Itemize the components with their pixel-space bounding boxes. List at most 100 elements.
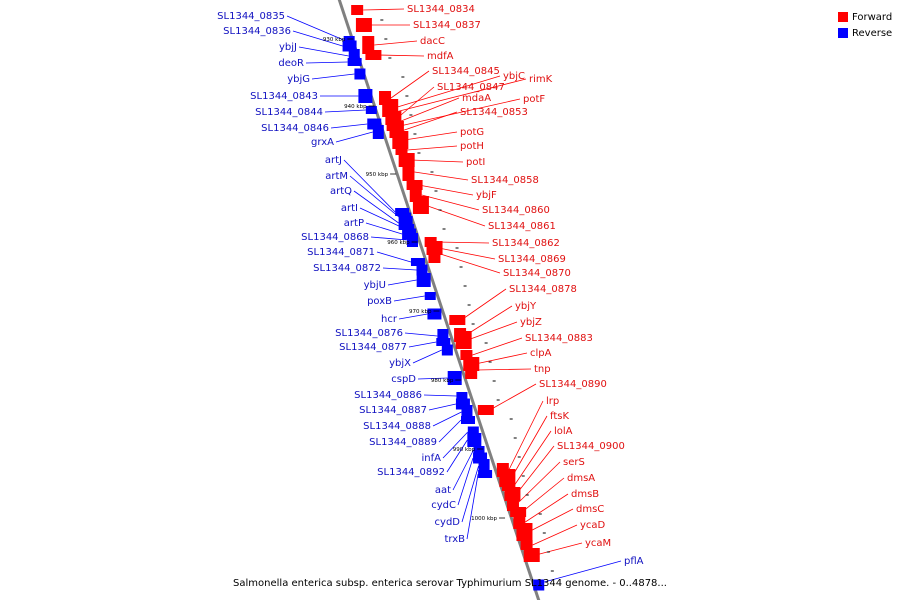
feature-arti xyxy=(403,224,415,232)
gene-label-tnp: tnp xyxy=(534,364,551,375)
leader-artj xyxy=(343,159,396,213)
legend-reverse: Reverse xyxy=(838,25,892,41)
feature-sl1344-0834 xyxy=(351,5,364,15)
leader-sl1344-0887 xyxy=(428,403,457,411)
leader-mdaa xyxy=(398,97,460,123)
gene-label-mdaa: mdaA xyxy=(462,93,491,104)
gene-label-sl1344-0869: SL1344_0869 xyxy=(498,254,566,265)
gene-label-sl1344-0900: SL1344_0900 xyxy=(557,441,625,452)
gene-label-sl1344-0861: SL1344_0861 xyxy=(488,221,556,232)
feature-sl1344-0835 xyxy=(343,36,355,44)
feature-dmsa xyxy=(510,507,527,517)
gene-label-aat: aat xyxy=(435,485,451,496)
leader-potf xyxy=(399,98,521,127)
gene-label-sl1344-0887: SL1344_0887 xyxy=(359,405,427,416)
legend-reverse-label: Reverse xyxy=(852,27,893,39)
legend-forward: Forward xyxy=(838,9,892,25)
leader-sl1344-0853 xyxy=(401,111,458,132)
gene-label-ftsk: ftsK xyxy=(550,411,569,422)
gene-label-sl1344-0878: SL1344_0878 xyxy=(509,284,577,295)
gene-label-sl1344-0892: SL1344_0892 xyxy=(377,467,445,478)
feature-sl1344-0858 xyxy=(402,163,415,181)
gene-label-sl1344-0860: SL1344_0860 xyxy=(482,205,550,216)
scale-label: 950 kbp xyxy=(366,172,389,178)
gene-label-sl1344-0853: SL1344_0853 xyxy=(460,107,528,118)
gene-label-sl1344-0888: SL1344_0888 xyxy=(363,421,431,432)
leader-artm xyxy=(349,175,401,219)
feature-sl1344-0846 xyxy=(367,118,382,130)
leader-trxb xyxy=(466,473,479,540)
gene-label-lola: lolA xyxy=(554,426,573,437)
feature-sl1344-0843 xyxy=(358,89,373,103)
gene-label-deor: deoR xyxy=(278,58,304,69)
scale-label: 1000 kbp xyxy=(471,516,497,522)
gene-label-ybjc: ybjC xyxy=(503,71,525,82)
leader-sl1344-0861 xyxy=(424,204,486,227)
leader-sl1344-0869 xyxy=(438,247,496,260)
feature-sl1344-0870 xyxy=(428,245,441,263)
gene-label-dmsa: dmsA xyxy=(567,473,595,484)
feature-ybjz xyxy=(455,331,472,349)
feature-dacc xyxy=(362,36,375,54)
feature-potg xyxy=(392,131,409,149)
feature-aat xyxy=(473,446,485,454)
legend: Forward Reverse xyxy=(838,9,892,41)
leader-ycad xyxy=(532,524,578,546)
gene-label-clpa: clpA xyxy=(530,348,552,359)
scale-label: 940 kbp xyxy=(344,104,367,110)
gene-label-sl1344-0845: SL1344_0845 xyxy=(432,66,500,77)
feature-ybjx xyxy=(441,344,453,356)
leader-grxa xyxy=(335,131,373,143)
feature-sl1344-0836 xyxy=(342,40,357,52)
feature-sl1344-0878 xyxy=(449,315,466,325)
leader-sl1344-0878 xyxy=(461,288,507,321)
leader-pfla xyxy=(533,560,622,586)
leader-sl1344-0888 xyxy=(432,411,462,427)
feature-sers xyxy=(506,493,519,511)
feature-sl1344-0890 xyxy=(477,405,494,415)
leader-sl1344-0847 xyxy=(397,86,435,119)
feature-dmsc xyxy=(516,523,533,541)
genome-caption: Salmonella enterica subsp. enterica sero… xyxy=(233,578,667,589)
feature-cydd xyxy=(478,459,490,473)
gene-label-grxa: grxA xyxy=(311,137,334,148)
feature-sl1344-0887 xyxy=(455,398,470,410)
gene-label-ycad: ycaD xyxy=(580,520,606,531)
leader-sl1344-0862 xyxy=(436,241,490,244)
feature-artj xyxy=(395,208,410,216)
leader-ybjj xyxy=(298,46,349,57)
scale-label: 930 kbp xyxy=(323,37,346,43)
feature-deor xyxy=(347,58,362,66)
gene-label-infa: infA xyxy=(422,453,442,464)
feature-grxa xyxy=(372,125,384,139)
gene-label-hcr: hcr xyxy=(381,314,398,325)
gene-label-ybjx: ybjX xyxy=(389,358,411,369)
gene-label-cydd: cydD xyxy=(435,517,461,528)
gene-label-poxb: poxB xyxy=(367,296,392,307)
feature-sl1344-0861 xyxy=(412,196,429,214)
leader-sl1344-0877 xyxy=(408,341,437,348)
reverse-swatch xyxy=(838,28,848,38)
leader-sl1344-0871 xyxy=(376,251,412,263)
gene-label-ybjj: ybjJ xyxy=(279,42,297,53)
gene-label-sl1344-0846: SL1344_0846 xyxy=(261,123,329,134)
gene-label-trxb: trxB xyxy=(444,534,465,545)
leader-sl1344-0858 xyxy=(414,171,469,181)
leader-rimk xyxy=(395,78,527,113)
leader-sl1344-0868 xyxy=(370,236,408,241)
leader-ftsk xyxy=(511,415,548,479)
leader-sl1344-0883 xyxy=(472,337,523,356)
gene-label-sl1344-0868: SL1344_0868 xyxy=(301,232,369,243)
scale-label: 990 kbp xyxy=(453,447,476,453)
gene-label-sl1344-0835: SL1344_0835 xyxy=(217,11,285,22)
leader-cydc xyxy=(457,457,474,506)
leader-poti xyxy=(410,159,464,163)
gene-label-ybjf: ybjF xyxy=(476,190,497,201)
feature-trxb xyxy=(478,470,493,478)
leader-infa xyxy=(442,431,469,459)
gene-label-ybjz: ybjZ xyxy=(520,317,542,328)
feature-sl1344-0868 xyxy=(407,233,418,247)
leader-sl1344-0900 xyxy=(516,445,555,495)
gene-label-potf: potF xyxy=(523,94,545,105)
